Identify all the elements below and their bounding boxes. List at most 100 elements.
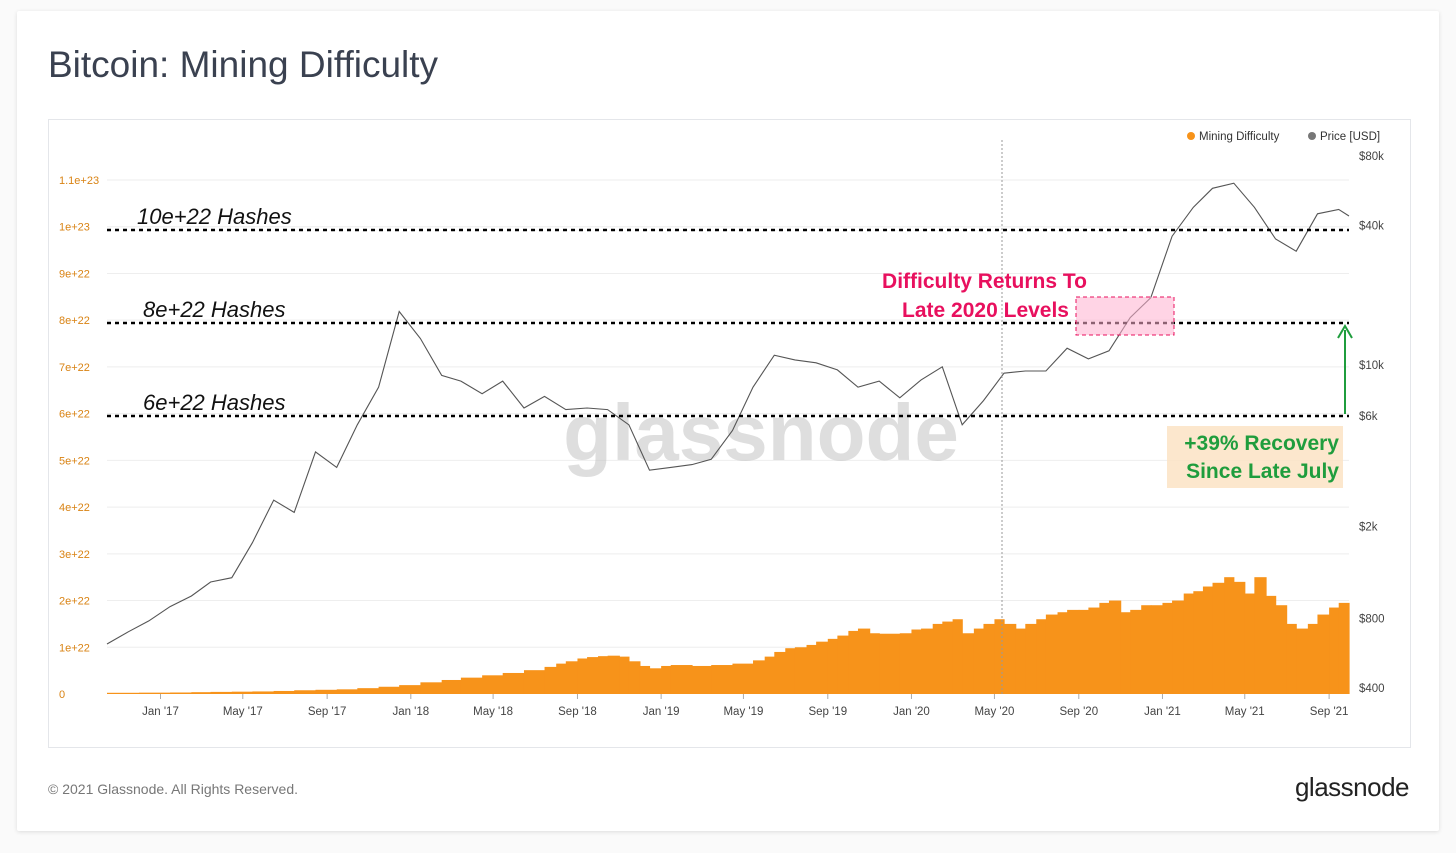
left-axis-tick: 9e+22	[59, 268, 90, 280]
difficulty-bar	[1266, 595, 1277, 694]
left-axis-tick: 1e+22	[59, 642, 90, 654]
difficulty-bars	[107, 577, 1350, 694]
difficulty-bar	[1015, 628, 1026, 694]
x-axis-tick: May '21	[1225, 706, 1265, 718]
difficulty-bar	[1088, 607, 1100, 694]
difficulty-bar	[1233, 581, 1246, 694]
difficulty-bar	[1025, 623, 1037, 694]
difficulty-bar	[649, 668, 662, 694]
difficulty-bar	[869, 633, 880, 694]
x-axis-tick: Jan '18	[392, 706, 429, 718]
left-axis-tick: 5e+22	[59, 455, 90, 467]
difficulty-bar	[399, 685, 422, 694]
difficulty-bar	[1172, 600, 1185, 694]
difficulty-bar	[879, 633, 901, 694]
x-axis-tick: May '18	[473, 706, 513, 718]
left-axis-tick: 3e+22	[59, 549, 90, 561]
difficulty-bar	[921, 628, 934, 694]
right-axis-tick: $400	[1359, 683, 1385, 695]
returns-label-line2: Late 2020 Levels	[902, 299, 1069, 322]
difficulty-bar	[1286, 623, 1297, 694]
difficulty-bar	[107, 692, 140, 694]
x-axis-tick: Jan '20	[893, 706, 930, 718]
watermark: glassnode	[563, 388, 959, 477]
difficulty-bar	[273, 690, 295, 694]
left-axis: 0 1e+22 2e+22 3e+22 4e+22 5e+22 6e+22 7e+22 8e+2…	[59, 175, 99, 701]
difficulty-bar	[816, 641, 829, 694]
difficulty-bar	[1036, 619, 1047, 694]
difficulty-bar	[848, 630, 859, 694]
left-axis-tick: 2e+22	[59, 596, 90, 608]
difficulty-bar	[441, 679, 462, 694]
difficulty-bar	[837, 635, 849, 694]
recovery-label-bg	[1167, 426, 1343, 488]
difficulty-bar	[1202, 586, 1214, 694]
left-axis-tick: 6e+22	[59, 409, 90, 421]
left-axis-tick: 1e+23	[59, 222, 90, 234]
x-axis-tick: May '19	[723, 706, 763, 718]
difficulty-bar	[336, 689, 358, 694]
difficulty-bar	[628, 661, 641, 694]
difficulty-bar	[1224, 577, 1235, 694]
difficulty-bar	[994, 619, 1005, 694]
x-axis-tick: Sep '18	[558, 706, 597, 718]
difficulty-bar	[973, 628, 985, 694]
x-axis-tick: Jan '21	[1144, 706, 1181, 718]
label-10e22: 10e+22 Hashes	[137, 204, 292, 229]
left-axis-tick: 7e+22	[59, 362, 90, 374]
x-axis-tick: Sep '20	[1059, 706, 1098, 718]
difficulty-bar	[1120, 612, 1131, 694]
difficulty-bar	[556, 663, 567, 694]
difficulty-bar	[482, 675, 504, 694]
grid-lines	[107, 179, 1349, 648]
difficulty-bar	[1317, 614, 1330, 694]
difficulty-bar	[962, 633, 975, 694]
difficulty-bar	[670, 665, 693, 694]
x-axis: Jan '17 May '17 Sep '17 Jan '18 May '18 Sep '…	[142, 694, 1348, 718]
difficulty-bar	[1099, 602, 1110, 694]
difficulty-bar	[1150, 605, 1164, 694]
difficulty-bar	[378, 686, 400, 694]
difficulty-bar	[1067, 609, 1080, 694]
label-8e22: 8e+22 Hashes	[143, 297, 286, 322]
right-axis-tick: $80k	[1359, 151, 1384, 163]
difficulty-bar	[191, 692, 212, 694]
x-axis-tick: Sep '21	[1310, 706, 1349, 718]
recovery-label-line1: +39% Recovery	[1184, 432, 1339, 455]
difficulty-bar	[639, 665, 651, 694]
difficulty-bar	[1078, 609, 1089, 694]
returns-label-line1: Difficulty Returns To	[882, 270, 1087, 293]
difficulty-bar	[1296, 628, 1309, 694]
difficulty-bar	[252, 691, 275, 694]
difficulty-bar	[1162, 602, 1173, 694]
difficulty-bar	[294, 690, 317, 694]
difficulty-bar	[1193, 591, 1204, 694]
difficulty-bar	[1183, 593, 1194, 694]
difficulty-bar	[942, 621, 954, 694]
difficulty-bar	[1254, 577, 1267, 694]
difficulty-bar	[952, 619, 963, 694]
difficulty-bar	[899, 633, 913, 694]
difficulty-bar	[1329, 607, 1340, 694]
difficulty-bar	[420, 682, 443, 694]
difficulty-bar	[1108, 600, 1122, 694]
left-axis-tick: 8e+22	[59, 315, 90, 327]
difficulty-bar	[785, 648, 796, 694]
difficulty-bar	[1338, 602, 1350, 694]
difficulty-bar	[565, 661, 579, 694]
legend-price-label[interactable]: Price [USD]	[1320, 131, 1380, 143]
difficulty-bar	[774, 651, 786, 694]
chart-panel: glassnode 0 1e+22 2e+22 3e+22 4e+22 5e+22 6e+2…	[48, 119, 1411, 748]
difficulty-bar	[827, 638, 838, 694]
difficulty-bar	[170, 692, 192, 694]
legend-difficulty-swatch	[1187, 132, 1195, 140]
footer-copyright: © 2021 Glassnode. All Rights Reserved.	[48, 781, 299, 797]
difficulty-bar	[139, 692, 171, 694]
difficulty-bar	[764, 656, 775, 694]
difficulty-bar	[1130, 609, 1142, 694]
difficulty-bar	[587, 657, 599, 694]
legend-difficulty-label[interactable]: Mining Difficulty	[1199, 131, 1280, 143]
difficulty-bar	[1212, 582, 1225, 694]
difficulty-bar	[983, 623, 996, 694]
left-axis-tick: 0	[59, 689, 65, 701]
